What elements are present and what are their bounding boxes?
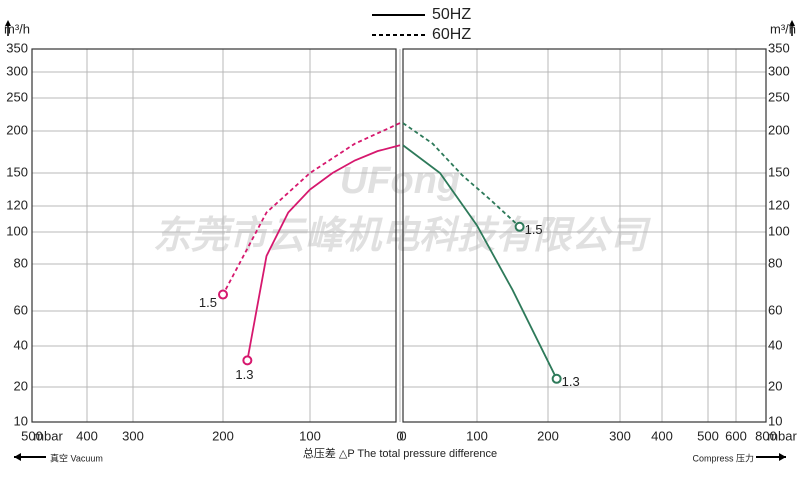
y-tick-label: 300	[6, 63, 28, 78]
y-tick-label: 60	[14, 302, 28, 317]
x-unit: mbar	[33, 428, 63, 443]
y-tick-label: 300	[768, 63, 790, 78]
x-tick-label: 400	[651, 428, 673, 443]
y-tick-label: 20	[14, 378, 28, 393]
plot-frame	[402, 48, 767, 423]
x-tick-label: 500	[697, 428, 719, 443]
y-unit: m³/h	[770, 21, 796, 36]
y-tick-label: 350	[768, 40, 790, 55]
y-tick-label: 250	[6, 89, 28, 104]
y-tick-label: 200	[768, 122, 790, 137]
x-tick-label: 600	[725, 428, 747, 443]
end-marker	[514, 221, 525, 232]
y-tick-label: 10	[768, 413, 782, 428]
y-tick-label: 20	[768, 378, 782, 393]
x-tick-label: 0	[399, 428, 406, 443]
x-tick-label: 100	[299, 428, 321, 443]
series-line	[402, 144, 558, 380]
y-tick-label: 100	[6, 223, 28, 238]
direction-label: Compress 压力	[692, 452, 754, 463]
x-unit: mbar	[767, 428, 797, 443]
x-tick-label: 300	[609, 428, 631, 443]
x-tick-label: 800	[755, 428, 777, 443]
end-label: 1.5	[525, 222, 543, 237]
direction-label: 真空 Vacuum	[50, 452, 103, 463]
y-tick-label: 120	[6, 197, 28, 212]
x-tick-label: 500	[21, 428, 43, 443]
x-tick-label: 100	[466, 428, 488, 443]
arrow-head	[14, 453, 21, 461]
watermark-company: 东莞市云峰机电科技有限公司	[153, 215, 651, 257]
y-tick-label: 120	[768, 197, 790, 212]
arrow-head	[5, 20, 11, 26]
y-tick-label: 150	[6, 164, 28, 179]
arrow-head	[789, 20, 795, 26]
end-marker	[218, 289, 228, 300]
end-label: 1.3	[562, 374, 580, 389]
end-marker	[551, 373, 562, 384]
x-tick-label: 0	[396, 428, 403, 443]
y-tick-label: 40	[14, 337, 28, 352]
series-line	[246, 144, 401, 361]
end-label: 1.5	[199, 295, 217, 310]
y-tick-label: 100	[768, 223, 790, 238]
series-line	[402, 122, 521, 228]
y-tick-label: 40	[768, 337, 782, 352]
arrow-head	[779, 453, 786, 461]
legend-label: 50HZ	[432, 6, 471, 23]
y-tick-label: 10	[14, 413, 28, 428]
x-tick-label: 200	[537, 428, 559, 443]
y-unit: m³/h	[4, 21, 30, 36]
y-tick-label: 250	[768, 89, 790, 104]
x-tick-label: 200	[212, 428, 234, 443]
y-tick-label: 150	[768, 164, 790, 179]
y-tick-label: 60	[768, 302, 782, 317]
plot-frame	[31, 48, 397, 423]
x-axis-title: 总压差 △P The total pressure difference	[303, 446, 497, 460]
y-tick-label: 80	[768, 255, 782, 270]
x-tick-label: 400	[76, 428, 98, 443]
y-tick-label: 350	[6, 40, 28, 55]
x-tick-label: 300	[122, 428, 144, 443]
end-marker	[242, 355, 253, 366]
y-tick-label: 200	[6, 122, 28, 137]
series-line	[222, 122, 401, 295]
y-tick-label: 80	[14, 255, 28, 270]
legend-label: 60HZ	[432, 26, 471, 43]
end-label: 1.3	[235, 367, 253, 382]
